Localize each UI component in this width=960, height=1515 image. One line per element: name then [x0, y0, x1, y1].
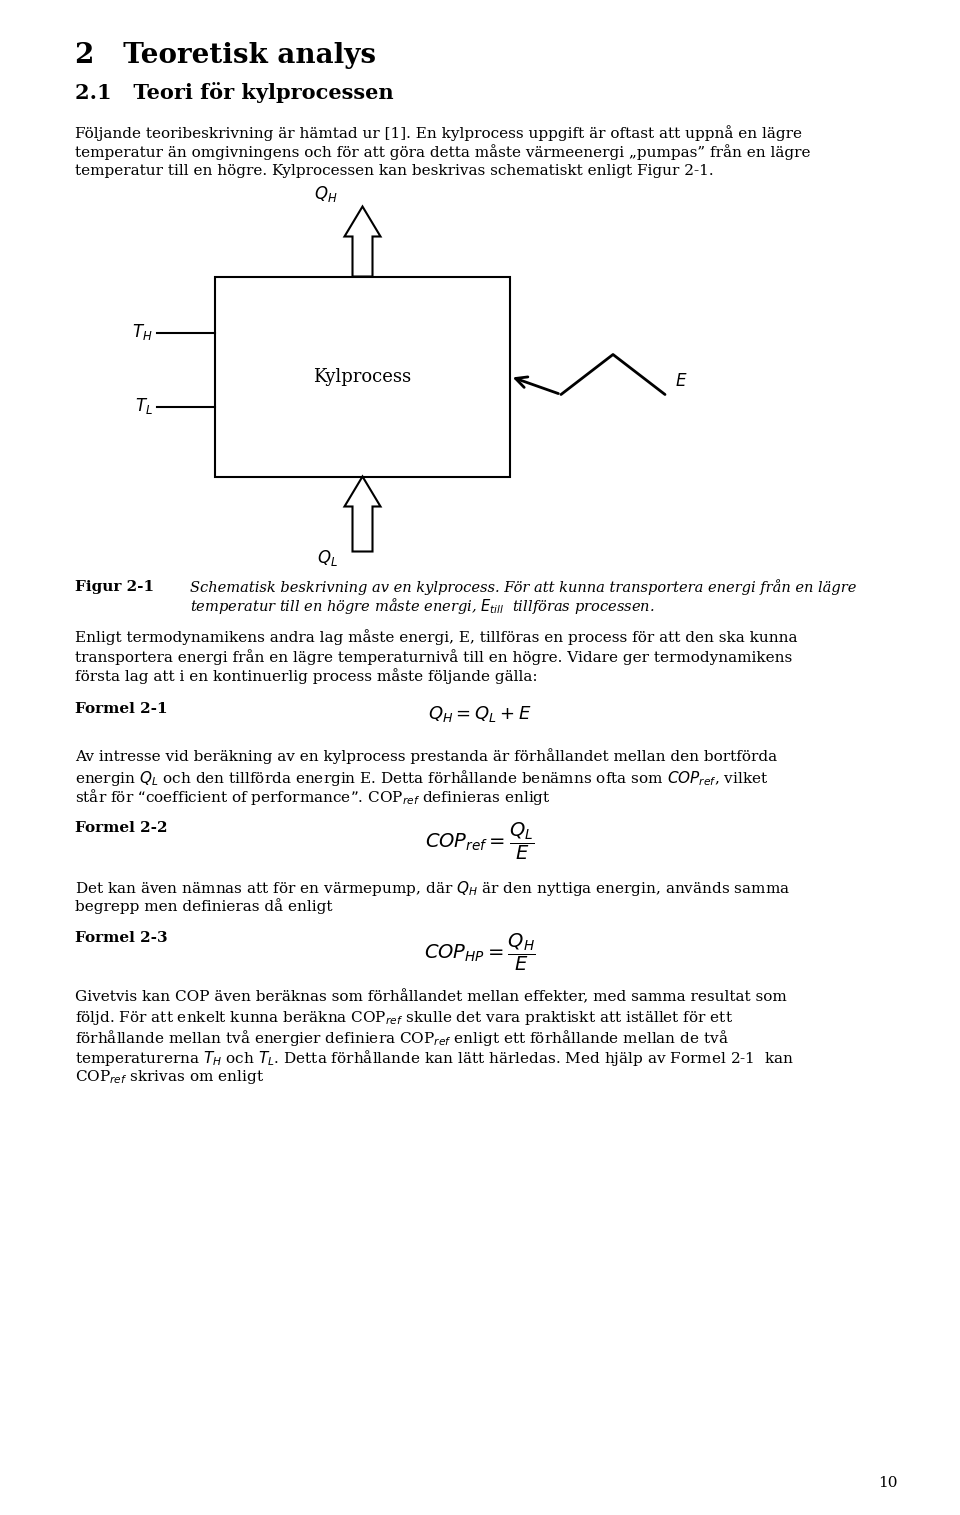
Text: Följande teoribeskrivning är hämtad ur [1]. En kylprocess uppgift är oftast att : Följande teoribeskrivning är hämtad ur [… [75, 126, 802, 141]
Text: Givetvis kan COP även beräknas som förhållandet mellan effekter, med samma resul: Givetvis kan COP även beräknas som förhå… [75, 989, 787, 1004]
Text: förhållande mellan två energier definiera COP$_{ref}$ enligt ett förhållande mel: förhållande mellan två energier definier… [75, 1029, 729, 1048]
Text: $COP_{HP} = \dfrac{Q_H}{E}$: $COP_{HP} = \dfrac{Q_H}{E}$ [424, 932, 536, 973]
Text: första lag att i en kontinuerlig process måste följande gälla:: första lag att i en kontinuerlig process… [75, 668, 538, 685]
Text: energin $Q_L$ och den tillförda energin E. Detta förhållande benämns ofta som $C: energin $Q_L$ och den tillförda energin … [75, 768, 768, 788]
Text: $Q_H$: $Q_H$ [314, 185, 338, 205]
Text: transportera energi från en lägre temperaturnivå till en högre. Vidare ger termo: transportera energi från en lägre temper… [75, 648, 792, 665]
Text: $Q_H = Q_L + E$: $Q_H = Q_L + E$ [428, 704, 532, 724]
Text: Av intresse vid beräkning av en kylprocess prestanda är förhållandet mellan den : Av intresse vid beräkning av en kylproce… [75, 748, 778, 764]
Text: Formel 2-3: Formel 2-3 [75, 932, 168, 945]
Text: Figur 2-1: Figur 2-1 [75, 580, 155, 594]
Text: $E$: $E$ [675, 373, 687, 389]
Text: $COP_{ref} = \dfrac{Q_L}{E}$: $COP_{ref} = \dfrac{Q_L}{E}$ [425, 821, 535, 862]
Text: temperatur till en högre. Kylprocessen kan beskrivas schematiskt enligt Figur 2-: temperatur till en högre. Kylprocessen k… [75, 164, 713, 177]
Text: Kylprocess: Kylprocess [313, 368, 412, 385]
Text: begrepp men definieras då enligt: begrepp men definieras då enligt [75, 898, 332, 914]
Text: 2   Teoretisk analys: 2 Teoretisk analys [75, 42, 376, 70]
Polygon shape [345, 206, 380, 277]
Text: följd. För att enkelt kunna beräkna COP$_{ref}$ skulle det vara praktiskt att is: följd. För att enkelt kunna beräkna COP$… [75, 1009, 733, 1027]
Text: står för “coefficient of performance”. COP$_{ref}$ definieras enligt: står för “coefficient of performance”. C… [75, 786, 551, 807]
Text: $T_H$: $T_H$ [132, 323, 153, 342]
Text: 10: 10 [878, 1476, 898, 1489]
Text: Enligt termodynamikens andra lag måste energi, E, tillföras en process för att d: Enligt termodynamikens andra lag måste e… [75, 630, 798, 645]
Text: temperatur än omgivningens och för att göra detta måste värmeenergi „pumpas” frå: temperatur än omgivningens och för att g… [75, 144, 810, 161]
Text: $T_L$: $T_L$ [135, 397, 153, 417]
Text: temperaturerna $T_H$ och $T_L$. Detta förhållande kan lätt härledas. Med hjälp a: temperaturerna $T_H$ och $T_L$. Detta fö… [75, 1048, 794, 1068]
Text: Schematisk beskrivning av en kylprocess. För att kunna transportera energi från : Schematisk beskrivning av en kylprocess.… [190, 580, 856, 595]
Text: COP$_{ref}$ skrivas om enligt: COP$_{ref}$ skrivas om enligt [75, 1068, 264, 1086]
Text: $Q_L$: $Q_L$ [317, 547, 338, 568]
Text: Formel 2-1: Formel 2-1 [75, 701, 168, 717]
Text: 2.1   Teori för kylprocessen: 2.1 Teori för kylprocessen [75, 82, 394, 103]
Text: Formel 2-2: Formel 2-2 [75, 821, 167, 835]
Polygon shape [345, 477, 380, 551]
Text: temperatur till en högre måste energi, $E_{till}$  tillföras processen.: temperatur till en högre måste energi, $… [190, 595, 655, 615]
Bar [215, 277, 510, 477]
Text: Det kan även nämnas att för en värmepump, där $Q_H$ är den nyttiga energin, anvä: Det kan även nämnas att för en värmepump… [75, 879, 790, 897]
